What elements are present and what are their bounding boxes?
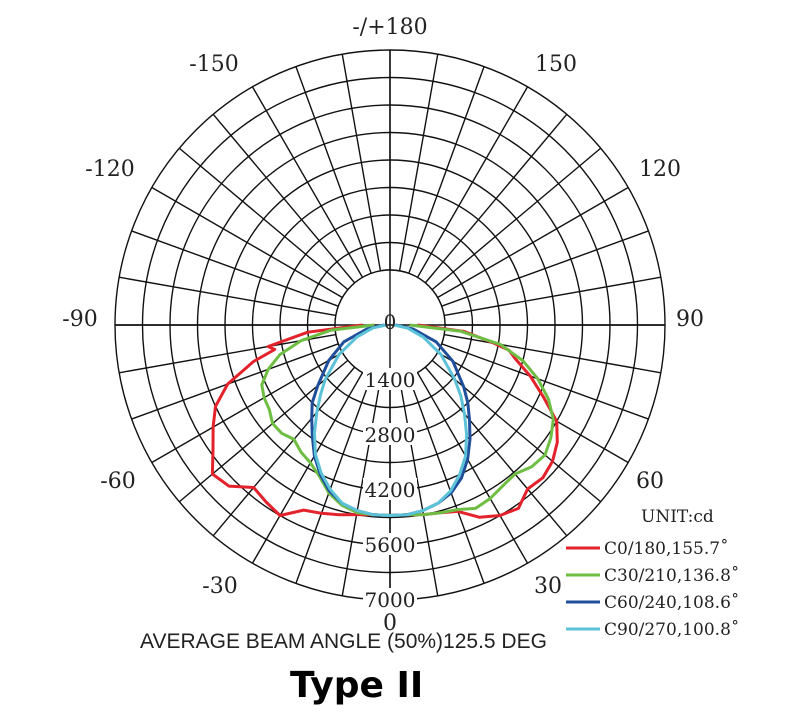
legend-entry: C90/270,100.8˚ <box>604 620 739 640</box>
grid-spoke <box>178 147 349 291</box>
angle-label: 0 <box>383 611 397 636</box>
angle-label: -150 <box>189 52 238 77</box>
grid-spoke <box>151 351 343 464</box>
radial-label-bg <box>363 588 417 610</box>
grid-spoke <box>151 186 343 299</box>
unit-label: UNIT:cd <box>641 507 714 527</box>
grid-spoke <box>131 343 339 420</box>
grid-spoke <box>416 86 529 278</box>
radial-tick-label: 5600 <box>365 533 416 557</box>
grid-spoke <box>398 54 439 271</box>
legend: UNIT:cd C0/180,155.7˚ C30/210,136.8˚ C60/24… <box>566 507 739 640</box>
angle-label: 120 <box>639 157 681 182</box>
angle-label: -90 <box>62 307 97 332</box>
grid-spoke <box>295 376 372 584</box>
angle-label: 60 <box>636 469 664 494</box>
radial-label-bg <box>363 423 417 445</box>
grid-spoke <box>437 186 629 299</box>
angle-label: -120 <box>85 157 134 182</box>
grid-spoke <box>295 66 372 274</box>
grid-spoke <box>437 351 629 464</box>
radial-label-bg <box>363 533 417 555</box>
label-layer: 0 1400 2800 4200 5600 7000 -/+180 -150 150 -120 12… <box>62 15 704 636</box>
radial-tick-label: 2800 <box>365 423 416 447</box>
angle-label: 150 <box>535 52 577 77</box>
grid-spoke <box>444 276 661 317</box>
radial-tick-label: 7000 <box>365 588 416 612</box>
legend-entry: C0/180,155.7˚ <box>604 539 729 559</box>
grid-spoke <box>119 276 336 317</box>
grid-spoke <box>408 66 485 274</box>
series-layer <box>210 323 559 519</box>
grid-spoke <box>408 376 485 584</box>
grid-spoke <box>441 230 649 307</box>
radial-tick-label: 1400 <box>365 368 416 392</box>
grid-spoke <box>431 147 602 291</box>
grid-spoke <box>398 379 439 596</box>
radial-label-bg <box>363 478 417 500</box>
grid-spoke <box>424 366 568 537</box>
type-label: Type II <box>290 665 424 706</box>
grid-spoke <box>212 366 356 537</box>
grid-spoke <box>212 113 356 284</box>
beam-angle-caption: AVERAGE BEAM ANGLE (50%)125.5 DEG <box>140 630 547 653</box>
grid-spoke <box>416 372 529 564</box>
grid-spoke <box>341 379 382 596</box>
angle-label: -60 <box>100 469 135 494</box>
angle-label: -30 <box>202 574 237 599</box>
series-curve-4 <box>313 323 469 517</box>
grid-spoke <box>341 54 382 271</box>
radial-tick-label: 4200 <box>365 478 416 502</box>
grid-spoke <box>251 86 364 278</box>
radial-tick-label: 0 <box>384 310 397 334</box>
radial-label-bg <box>363 368 417 390</box>
grid-spoke <box>444 333 661 374</box>
angle-label: 30 <box>534 574 562 599</box>
grid-spoke <box>131 230 339 307</box>
legend-entry: C30/210,136.8˚ <box>604 566 739 586</box>
grid-spoke <box>424 113 568 284</box>
grid-spoke <box>431 359 602 503</box>
angle-label: -/+180 <box>352 15 427 40</box>
grid-spoke <box>251 372 364 564</box>
legend-entry: C60/240,108.6˚ <box>604 593 739 613</box>
angle-label: 90 <box>676 307 704 332</box>
grid-spoke <box>441 343 649 420</box>
